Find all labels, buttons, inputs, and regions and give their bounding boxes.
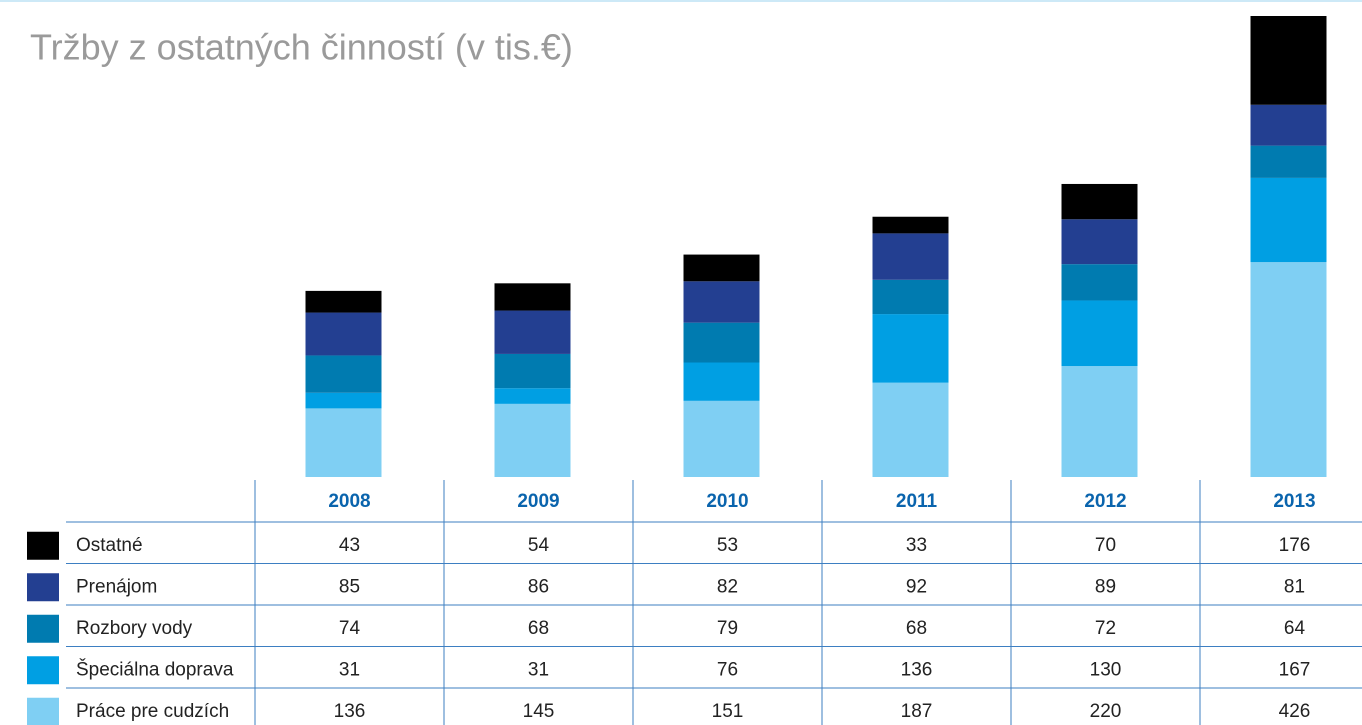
bar-segment [305, 392, 382, 409]
table-value: 167 [1279, 659, 1311, 680]
bar-segment [872, 233, 949, 280]
bar-segment [872, 382, 949, 477]
legend-swatch [27, 697, 59, 725]
bar-segment [305, 312, 382, 356]
bar-segment [683, 254, 760, 282]
bar-segment [494, 388, 571, 404]
bar-segment [494, 283, 571, 311]
table-value: 68 [528, 618, 549, 639]
legend-swatch [27, 531, 59, 560]
table-value: 145 [523, 701, 555, 722]
table-value: 33 [906, 535, 927, 556]
table-value: 187 [901, 701, 933, 722]
column-header: 2011 [896, 491, 938, 512]
table-value: 136 [901, 659, 933, 680]
bar-segment [494, 403, 571, 477]
bar-segment [683, 362, 760, 401]
row-label: Rozbory vody [76, 618, 193, 639]
table-value: 43 [339, 535, 360, 556]
table-value: 64 [1284, 618, 1306, 639]
table-value: 70 [1095, 535, 1116, 556]
row-label: Špeciálna doprava [76, 658, 234, 680]
table-value: 54 [528, 535, 550, 556]
legend-swatch [27, 573, 59, 602]
table-value: 220 [1090, 701, 1122, 722]
bar-segment [1250, 262, 1327, 477]
bar-segment [683, 400, 760, 477]
table-value: 426 [1279, 701, 1311, 722]
bar-segment [683, 281, 760, 323]
legend-swatch [27, 656, 59, 685]
table-value: 151 [712, 701, 744, 722]
bar-segment [1061, 366, 1138, 477]
bar-segment [872, 314, 949, 383]
bar-segment [872, 216, 949, 234]
table-value: 79 [717, 618, 738, 639]
bar-segment [1250, 177, 1327, 263]
table-value: 85 [339, 576, 360, 597]
table-value: 82 [717, 576, 738, 597]
table-value: 76 [717, 659, 738, 680]
table-value: 86 [528, 576, 549, 597]
bar-segment [305, 290, 382, 313]
table-value: 81 [1284, 576, 1305, 597]
bar-segment [305, 408, 382, 477]
table-value: 176 [1279, 535, 1311, 556]
table-value: 72 [1095, 618, 1116, 639]
bar-segment [1061, 183, 1138, 220]
table-value: 68 [906, 618, 927, 639]
bar-segment [1061, 264, 1138, 301]
bar-segment [1250, 16, 1327, 105]
row-label: Práce pre cudzích [76, 701, 229, 722]
legend-swatch [27, 614, 59, 643]
bar-segment [494, 353, 571, 389]
table-value: 130 [1090, 659, 1122, 680]
table-value: 53 [717, 535, 738, 556]
table-value: 89 [1095, 576, 1116, 597]
table-value: 92 [906, 576, 927, 597]
column-header: 2010 [706, 491, 748, 512]
table-value: 31 [528, 659, 549, 680]
bar-segment [872, 279, 949, 315]
bar-segment [305, 355, 382, 393]
row-label: Ostatné [76, 535, 143, 556]
bar-segment [1061, 219, 1138, 265]
table-value: 74 [339, 618, 361, 639]
column-header: 2012 [1084, 491, 1126, 512]
bar-segment [494, 310, 571, 354]
bar-segment [1250, 104, 1327, 146]
table-value: 136 [334, 701, 366, 722]
column-header: 2013 [1273, 491, 1315, 512]
bar-segment [1250, 145, 1327, 178]
row-label: Prenájom [76, 576, 157, 597]
column-header: 2009 [517, 491, 559, 512]
column-header: 2008 [328, 491, 370, 512]
bar-segment [1061, 300, 1138, 367]
table-value: 31 [339, 659, 360, 680]
chart-title: Tržby z ostatných činností (v tis.€) [30, 27, 573, 68]
bar-segment [683, 322, 760, 363]
